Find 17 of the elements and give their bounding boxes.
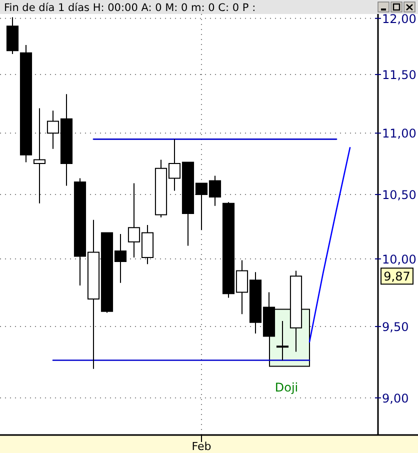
candlestick [20, 44, 32, 163]
x-tick-label: Feb [192, 440, 212, 453]
y-tick-label: 12,00 [382, 12, 416, 26]
y-tick-label: 9,50 [382, 320, 409, 334]
y-tick-label: 11,50 [382, 68, 416, 82]
candlestick [33, 108, 46, 204]
candlestick [276, 320, 289, 361]
annotation: Doji [274, 380, 298, 394]
candlestick [290, 270, 302, 352]
y-tick-label: 10,00 [382, 252, 416, 266]
annotation: 9,87 [384, 270, 410, 284]
y-tick-label: 9,00 [382, 391, 409, 406]
line-series [308, 146, 351, 343]
chart-title: Fin de día 1 días H: 00:00 A: 0 M: 0 m: 0 C: 0 P : [4, 2, 256, 14]
candlestick [6, 16, 19, 55]
y-tick-label: 10,50 [382, 188, 416, 202]
y-tick-label: 11,00 [382, 126, 416, 141]
